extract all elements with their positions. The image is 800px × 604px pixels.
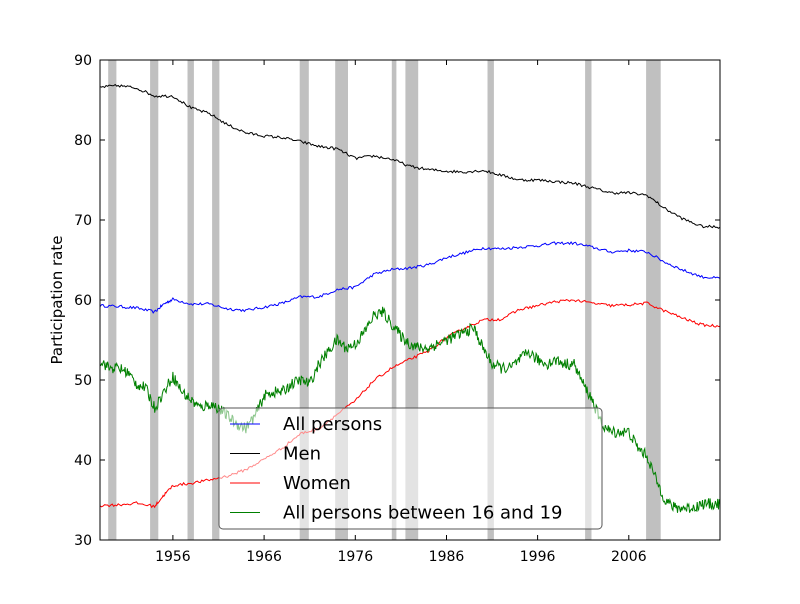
- recession-band-3: [212, 60, 220, 540]
- x-tick-label-0: 1956: [155, 549, 191, 565]
- series-line-0: [99, 241, 721, 314]
- y-tick-label-5: 80: [74, 133, 92, 149]
- x-axis-ticks: 1956 1966 1976 1986 1996 2006: [155, 60, 647, 565]
- x-tick-label-5: 2006: [611, 549, 647, 565]
- recession-band-8: [487, 60, 494, 540]
- y-tick-label-0: 30: [74, 533, 92, 549]
- x-tick-label-3: 1986: [429, 549, 465, 565]
- recession-band-0: [108, 60, 117, 540]
- y-tick-label-2: 50: [74, 373, 92, 389]
- series-line-3: [99, 306, 721, 513]
- recession-band-2: [187, 60, 194, 540]
- series-lines: [99, 83, 721, 513]
- series-line-1: [99, 83, 721, 229]
- recession-band-4: [299, 60, 309, 540]
- y-axis-ticks: 30 40 50 60 70 80 90: [74, 53, 720, 549]
- recession-band-9: [585, 60, 592, 540]
- x-tick-label-4: 1996: [520, 549, 556, 565]
- recession-band-10: [646, 60, 661, 540]
- legend-label-3: All persons between 16 and 19: [283, 503, 563, 524]
- series-line-2: [99, 299, 721, 509]
- y-axis-label: Participation rate: [48, 236, 66, 365]
- legend: All persons Men Women All persons between 1…: [218, 407, 603, 530]
- y-tick-label-6: 90: [74, 53, 92, 69]
- legend-label-2: Women: [283, 473, 351, 494]
- x-tick-label-1: 1966: [246, 549, 282, 565]
- recession-band-1: [150, 60, 159, 540]
- recession-band-6: [391, 60, 397, 540]
- y-tick-label-1: 40: [74, 453, 92, 469]
- x-tick-label-2: 1976: [337, 549, 373, 565]
- y-tick-label-4: 70: [74, 213, 92, 229]
- legend-label-0: All persons: [283, 414, 382, 435]
- legend-box: [218, 407, 603, 530]
- legend-label-1: Men: [283, 444, 321, 465]
- y-tick-label-3: 60: [74, 293, 92, 309]
